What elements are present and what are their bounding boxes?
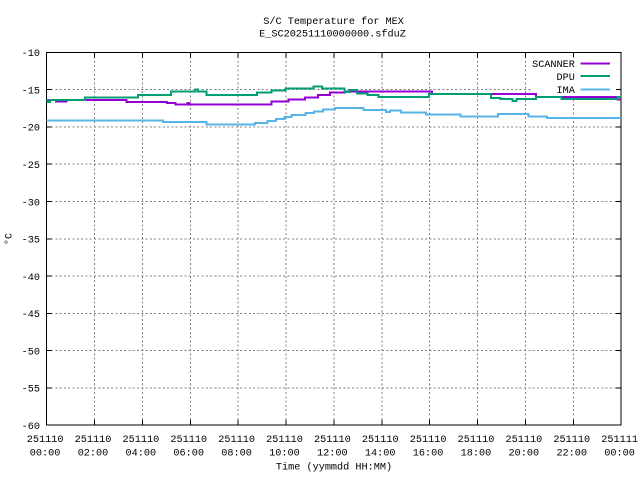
svg-text:-55: -55	[22, 385, 40, 396]
svg-text:DPU: DPU	[557, 73, 575, 84]
svg-text:SCANNER: SCANNER	[532, 60, 575, 71]
svg-text:14:00: 14:00	[365, 448, 396, 459]
svg-text:-30: -30	[22, 198, 40, 209]
svg-text:-50: -50	[22, 347, 40, 358]
svg-text:251110: 251110	[266, 435, 303, 446]
svg-text:08:00: 08:00	[221, 448, 252, 459]
svg-text:06:00: 06:00	[173, 448, 204, 459]
svg-text:251110: 251110	[75, 435, 112, 446]
svg-text:-25: -25	[22, 161, 40, 172]
svg-text:-45: -45	[22, 310, 40, 321]
svg-text:04:00: 04:00	[126, 448, 157, 459]
svg-text:251110: 251110	[410, 435, 447, 446]
svg-text:16:00: 16:00	[413, 448, 444, 459]
svg-text:251110: 251110	[314, 435, 351, 446]
svg-text:20:00: 20:00	[509, 448, 540, 459]
svg-text:-35: -35	[22, 236, 40, 247]
svg-text:12:00: 12:00	[317, 448, 348, 459]
svg-text:251110: 251110	[170, 435, 207, 446]
svg-text:S/C Temperature for MEX: S/C Temperature for MEX	[263, 16, 404, 28]
svg-text:251110: 251110	[218, 435, 255, 446]
svg-text:251110: 251110	[506, 435, 543, 446]
svg-text:E_SC20251110000000.sfduZ: E_SC20251110000000.sfduZ	[259, 28, 406, 40]
svg-text:251110: 251110	[458, 435, 495, 446]
svg-text:-40: -40	[22, 273, 40, 284]
svg-text:-20: -20	[22, 124, 40, 135]
svg-text:251110: 251110	[27, 435, 64, 446]
svg-text:IMA: IMA	[557, 86, 576, 97]
svg-text:00:00: 00:00	[604, 448, 635, 459]
svg-text:02:00: 02:00	[78, 448, 109, 459]
svg-text:Time (yymmdd HH:MM): Time (yymmdd HH:MM)	[276, 462, 392, 474]
svg-text:°C: °C	[4, 233, 16, 245]
svg-text:18:00: 18:00	[461, 448, 492, 459]
svg-text:251111: 251111	[601, 435, 638, 446]
svg-text:-15: -15	[22, 86, 40, 97]
svg-text:-10: -10	[22, 49, 40, 60]
svg-text:22:00: 22:00	[556, 448, 587, 459]
svg-text:251110: 251110	[362, 435, 399, 446]
svg-text:-60: -60	[22, 422, 40, 433]
svg-text:251110: 251110	[553, 435, 590, 446]
svg-text:10:00: 10:00	[269, 448, 300, 459]
svg-text:00:00: 00:00	[30, 448, 61, 459]
svg-text:251110: 251110	[123, 435, 160, 446]
